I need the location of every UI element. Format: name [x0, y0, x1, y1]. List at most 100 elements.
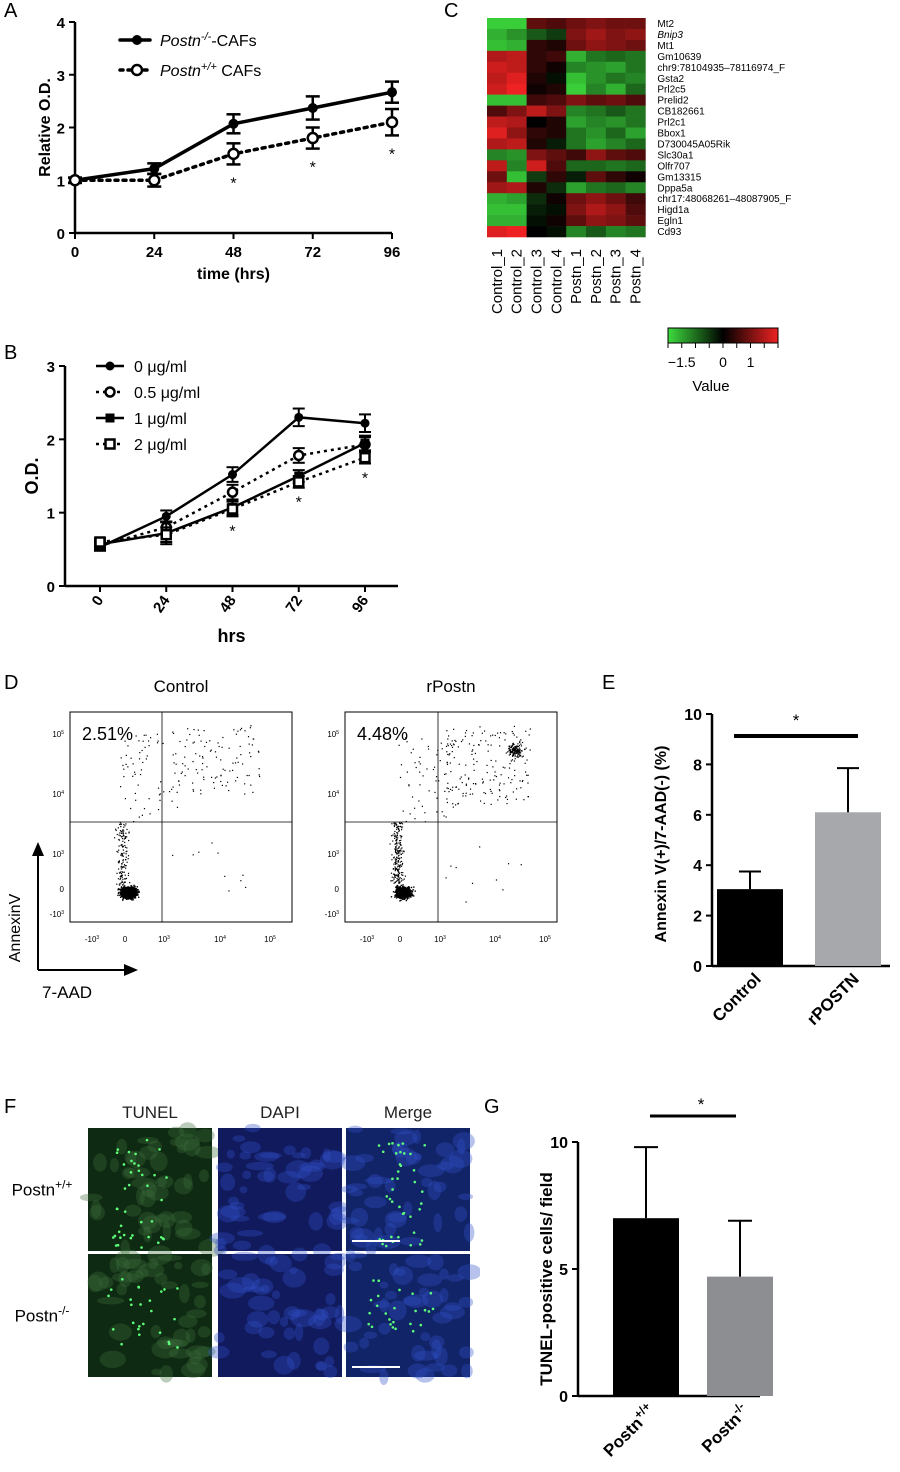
row-label: Prl2c1	[657, 118, 686, 129]
scatter-point	[173, 762, 175, 764]
texture-blob	[277, 1170, 301, 1184]
panel-letter-f: F	[4, 1096, 17, 1118]
scatter-point	[409, 890, 411, 892]
scatter-point	[481, 778, 484, 780]
scatter-point	[399, 849, 402, 852]
heatmap-cell	[566, 160, 587, 172]
scatter-point	[400, 822, 403, 824]
scatter-point	[514, 753, 517, 755]
data-point	[94, 536, 106, 548]
scatter-point	[396, 888, 399, 890]
scatter-point	[455, 740, 457, 743]
scatter-point	[125, 754, 127, 756]
heatmap-cell	[526, 193, 547, 205]
scatter-point	[426, 768, 428, 770]
heatmap-cell	[546, 193, 567, 205]
scatter-point	[404, 888, 406, 890]
texture-blob	[433, 1181, 447, 1193]
scatter-point	[122, 878, 124, 880]
scatter-point	[211, 842, 213, 844]
scatter-point	[527, 782, 529, 784]
scatter-point	[408, 897, 410, 899]
texture-blob	[458, 1346, 474, 1359]
scatter-point	[159, 793, 161, 795]
scatter-point	[147, 740, 150, 742]
scatter-point	[435, 780, 437, 782]
data-point	[385, 115, 399, 129]
scatter-point	[402, 886, 404, 888]
texture-blob	[232, 1135, 246, 1142]
scatter-point	[489, 788, 491, 791]
texture-blob	[350, 1207, 369, 1227]
texture-blob	[139, 1145, 158, 1160]
scatter-point	[518, 744, 521, 747]
heatmap-cell	[625, 28, 646, 41]
scatter-point	[397, 875, 399, 877]
scatter-point	[401, 823, 404, 825]
scatter-point	[119, 823, 121, 826]
scatter-point	[132, 893, 135, 895]
scatter-point	[134, 792, 136, 795]
scatter-point	[406, 892, 409, 894]
tunel-positive-dot	[412, 1168, 416, 1172]
scatter-point	[120, 886, 123, 888]
scatter-point	[405, 895, 407, 897]
texture-blob	[435, 1142, 455, 1157]
heatmap-cell	[546, 138, 567, 150]
texture-blob	[355, 1153, 374, 1163]
scatter-point	[244, 783, 246, 785]
tunel-positive-dot	[390, 1200, 394, 1203]
y-tick-label: 2	[693, 909, 702, 926]
y-tick-label: 3	[47, 359, 55, 376]
scatter-point	[124, 895, 126, 897]
texture-blob	[428, 1335, 445, 1349]
heatmap-cell	[487, 83, 508, 95]
tunel-positive-dot	[391, 1177, 394, 1181]
scatter-point	[514, 748, 516, 750]
scatter-point	[157, 740, 159, 742]
scatter-point	[492, 766, 494, 768]
tunel-positive-dot	[134, 1152, 137, 1156]
x-tick-label: 24	[146, 244, 163, 261]
x-tick-label: 103	[158, 935, 170, 944]
y-tick-label: 4	[57, 15, 66, 32]
scatter-point	[410, 752, 412, 754]
scatter-point	[473, 744, 475, 747]
texture-blob	[384, 1222, 397, 1236]
heatmap-cell	[586, 105, 607, 117]
x-tick-label: 24	[150, 592, 174, 616]
texture-blob	[378, 1322, 391, 1335]
tunel-positive-dot	[137, 1164, 140, 1167]
scatter-point	[464, 774, 466, 776]
heatmap-cell	[566, 28, 587, 41]
scatter-point	[508, 754, 510, 756]
scatter-point	[450, 865, 452, 867]
scatter-point	[124, 888, 126, 891]
scatter-point	[395, 858, 397, 860]
scatter-point	[189, 733, 191, 736]
scatter-point	[515, 750, 517, 752]
tunel-positive-dot	[114, 1244, 118, 1247]
tunel-positive-dot	[394, 1152, 398, 1155]
scatter-point	[131, 887, 134, 890]
scatter-point	[205, 741, 208, 743]
scatter-point	[249, 727, 252, 729]
heatmap-cell	[546, 50, 567, 63]
heatmap-cell	[526, 215, 547, 227]
scatter-point	[121, 892, 123, 895]
scatter-point	[447, 735, 450, 737]
scatter-point	[122, 829, 124, 831]
scatter-point	[447, 738, 449, 740]
tunel-positive-dot	[398, 1288, 401, 1292]
scatter-point	[407, 887, 409, 890]
scatter-point	[400, 865, 403, 867]
scatter-point	[395, 893, 398, 896]
heatmap-cell	[586, 160, 607, 172]
scatter-point	[398, 858, 400, 860]
scatter-point	[204, 745, 206, 748]
texture-blob	[168, 1348, 192, 1359]
texture-blob	[286, 1351, 301, 1370]
scatter-point	[406, 897, 408, 900]
heatmap-cell	[566, 193, 587, 205]
heatmap-cell	[487, 116, 508, 128]
